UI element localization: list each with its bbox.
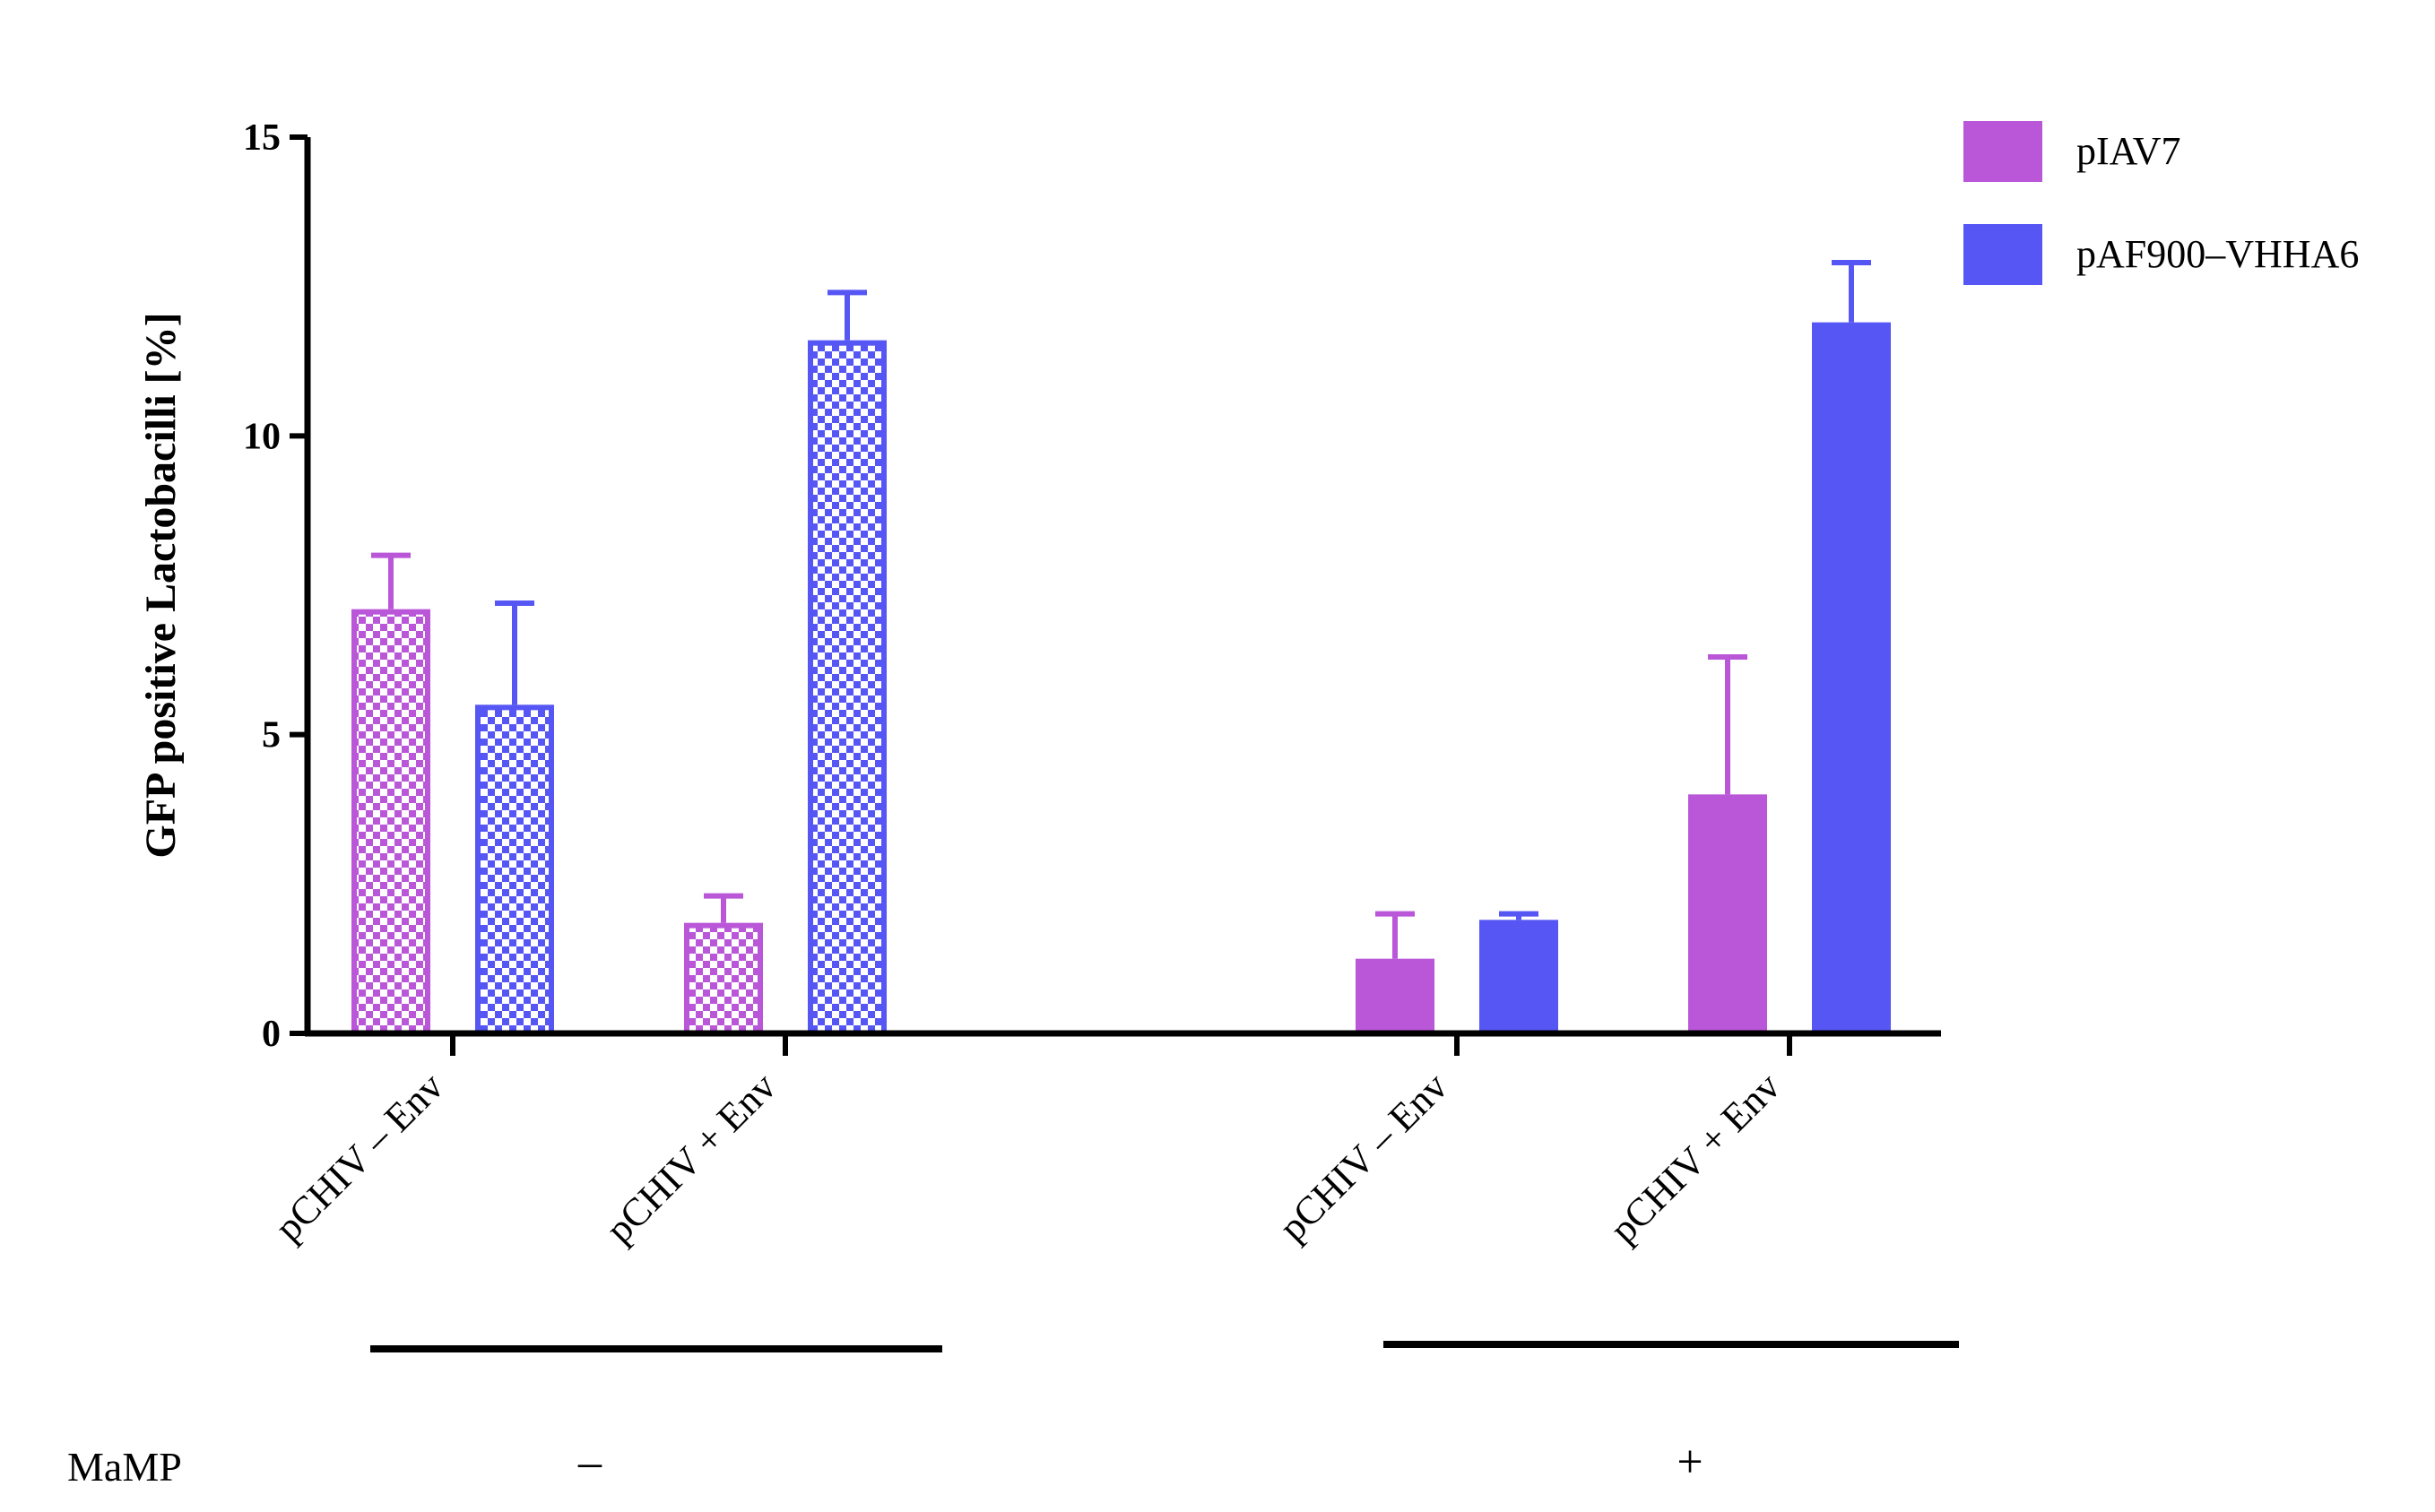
group-level-label-1: + xyxy=(1677,1437,1703,1488)
bar-1-0 xyxy=(475,704,554,1036)
x-category-label-3: pCHIV + Env xyxy=(1601,1064,1789,1251)
bar-1-1 xyxy=(808,340,887,1036)
bar-0-2 xyxy=(1356,958,1434,1033)
bar-0-1 xyxy=(684,922,763,1036)
bar-1-2 xyxy=(1479,920,1558,1033)
bar-0-3 xyxy=(1688,794,1767,1033)
legend-label-1: pAF900–VHHA6 xyxy=(2076,232,2359,276)
bar-0-0 xyxy=(351,609,430,1037)
legend-swatch-1 xyxy=(1963,224,2042,285)
legend-swatch-0 xyxy=(1963,121,2042,182)
y-axis-title: GFP positive Lactobacilli [%] xyxy=(137,312,185,858)
y-tick-label-3: 15 xyxy=(243,117,281,159)
group-level-label-0: – xyxy=(577,1437,602,1488)
legend-label-0: pIAV7 xyxy=(2076,129,2181,173)
y-tick-label-1: 5 xyxy=(262,715,281,756)
y-tick-label-0: 0 xyxy=(262,1014,281,1055)
y-tick-label-2: 10 xyxy=(243,416,281,457)
bar-1-3 xyxy=(1812,322,1891,1034)
x-category-label-2: pCHIV – Env xyxy=(1270,1064,1456,1249)
group-factor-label: MaMP xyxy=(67,1444,182,1490)
x-category-label-0: pCHIV – Env xyxy=(266,1064,452,1249)
x-category-label-1: pCHIV + Env xyxy=(597,1064,784,1251)
